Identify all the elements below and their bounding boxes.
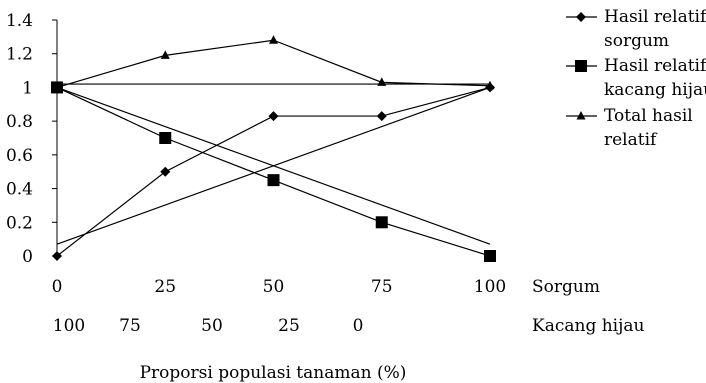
data-point-total-hasil-relatif xyxy=(485,80,495,90)
legend-label: sorgum xyxy=(604,31,669,51)
y-tick-label: 0.4 xyxy=(6,180,33,200)
data-point-hasil-relatif-kacang-hijau xyxy=(267,174,280,187)
reference-line xyxy=(56,86,491,245)
x-axis-title: Proporsi populasi tanaman (%) xyxy=(140,363,407,383)
x-tick-label-sorgum: 50 xyxy=(263,277,285,297)
data-point-hasil-relatif-kacang-hijau xyxy=(375,216,388,229)
x-row-2-name: Kacang hijau xyxy=(532,316,645,336)
x-tick-label-sorgum: 25 xyxy=(154,277,176,297)
y-tick-label: 1.2 xyxy=(6,45,33,65)
y-tick-label: 1 xyxy=(22,78,33,98)
legend-marker-square-icon xyxy=(575,60,587,72)
legend-marker-triangle-icon xyxy=(576,111,586,120)
x-tick-label-kacang-hijau: 0 xyxy=(353,316,364,336)
y-tick-label: 0.6 xyxy=(6,146,33,166)
legend-marker-diamond-icon xyxy=(576,12,586,22)
legend: Hasil relatif sorgum Hasil relatif kacang h… xyxy=(566,7,706,150)
y-tick-label: 0.2 xyxy=(6,213,33,233)
x-tick-label-kacang-hijau: 50 xyxy=(201,316,223,336)
data-point-total-hasil-relatif xyxy=(377,77,387,86)
legend-label: Hasil relatif xyxy=(604,7,706,27)
y-tick-label: 0.8 xyxy=(6,112,33,132)
data-point-total-hasil-relatif xyxy=(269,35,278,44)
series-lines xyxy=(56,39,491,257)
y-tick-label: 1.4 xyxy=(6,11,33,31)
data-point-hasil-relatif-kacang-hijau xyxy=(159,132,172,144)
data-point-hasil-relatif-kacang-hijau xyxy=(484,250,496,262)
y-tick-label: 0 xyxy=(22,247,33,267)
x-tick-label-kacang-hijau: 75 xyxy=(119,316,141,336)
x-tick-label-sorgum: 75 xyxy=(371,277,393,297)
data-point-hasil-relatif-sorgum xyxy=(52,251,62,261)
data-point-hasil-relatif-sorgum xyxy=(376,111,387,122)
series-line-total-hasil-relatif xyxy=(56,39,491,89)
x-row-1-name: Sorgum xyxy=(532,277,600,297)
reference-lines xyxy=(56,83,491,245)
x-tick-label-kacang-hijau: 100 xyxy=(53,316,85,336)
x-tick-labels: 0 25 50 75 100 100 75 50 25 0 xyxy=(52,277,507,336)
legend-label: Total hasil xyxy=(604,106,693,126)
data-point-hasil-relatif-sorgum xyxy=(160,166,171,177)
legend-label: relatif xyxy=(604,130,658,150)
data-point-total-hasil-relatif xyxy=(160,50,170,59)
x-tick-label-sorgum: 0 xyxy=(52,277,63,297)
data-markers xyxy=(51,35,496,262)
y-tick-labels: 0 0.2 0.4 0.6 0.8 1 1.2 1.4 xyxy=(6,11,57,267)
x-tick-label-sorgum: 100 xyxy=(474,277,506,297)
legend-label: Hasil relatif xyxy=(604,56,706,76)
legend-label: kacang hijau xyxy=(604,80,706,100)
data-point-total-hasil-relatif xyxy=(52,82,62,91)
x-tick-label-kacang-hijau: 25 xyxy=(278,316,300,336)
data-point-hasil-relatif-sorgum xyxy=(268,111,279,122)
